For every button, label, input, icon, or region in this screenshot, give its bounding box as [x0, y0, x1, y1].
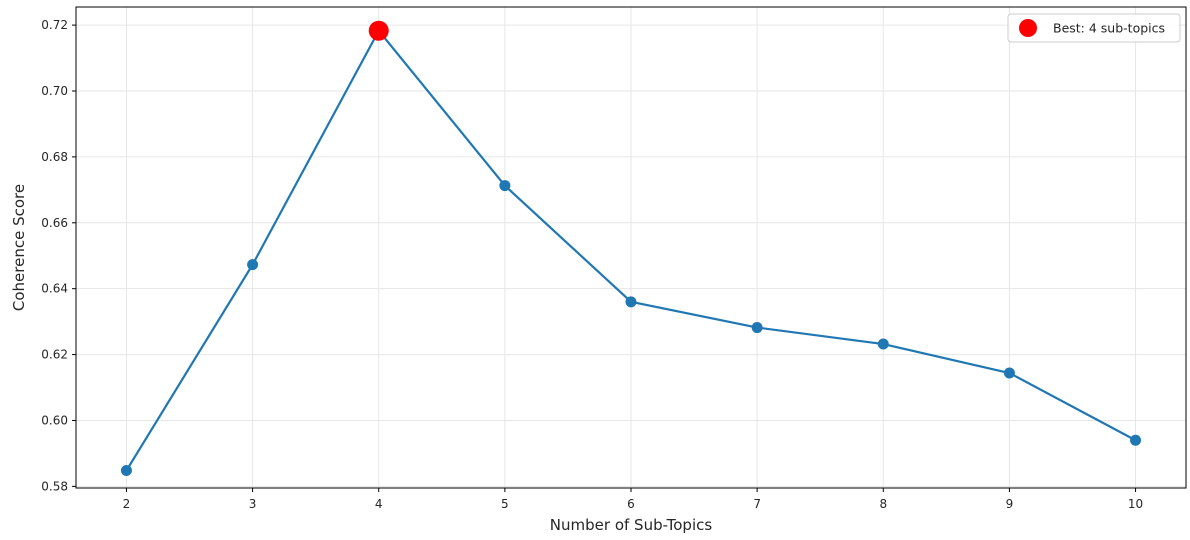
y-tick-label: 0.70 [41, 84, 68, 98]
axis-ticks: 2 3 4 5 6 7 8 9 10 0.58 0.60 0.62 0.64 0.66 0.68 0.70 0.… [41, 18, 1143, 511]
data-point [247, 259, 259, 271]
legend-marker-best [1019, 19, 1037, 37]
x-tick-label: 8 [879, 497, 887, 511]
x-tick-label: 5 [501, 497, 509, 511]
x-tick-label: 10 [1128, 497, 1143, 511]
x-tick-label: 9 [1006, 497, 1014, 511]
x-tick-label: 7 [753, 497, 761, 511]
y-tick-label: 0.72 [41, 18, 68, 32]
data-point [499, 180, 511, 192]
x-tick-label: 4 [375, 497, 383, 511]
legend-box [1007, 13, 1181, 43]
y-tick-label: 0.68 [41, 150, 68, 164]
data-point [751, 322, 763, 334]
data-point [877, 338, 889, 350]
data-point [625, 296, 637, 308]
legend-entry-best: Best: 4 sub-topics [1053, 21, 1165, 36]
data-point [1003, 367, 1015, 379]
legend: Best: 4 sub-topics [1007, 13, 1181, 43]
data-point [120, 465, 132, 477]
data-point [1130, 434, 1142, 446]
y-tick-label: 0.64 [41, 282, 68, 296]
best-highlight [368, 20, 389, 41]
y-axis-label: Coherence Score [10, 184, 28, 311]
y-tick-label: 0.60 [41, 413, 68, 427]
y-tick-label: 0.66 [41, 216, 68, 230]
x-tick-label: 3 [249, 497, 257, 511]
best-point-marker [368, 20, 389, 41]
y-tick-label: 0.62 [41, 348, 68, 362]
grid-lines [76, 7, 1186, 488]
y-tick-label: 0.58 [41, 479, 68, 493]
x-tick-label: 6 [627, 497, 635, 511]
x-axis-label: Number of Sub-Topics [550, 516, 713, 534]
x-tick-label: 2 [123, 497, 131, 511]
